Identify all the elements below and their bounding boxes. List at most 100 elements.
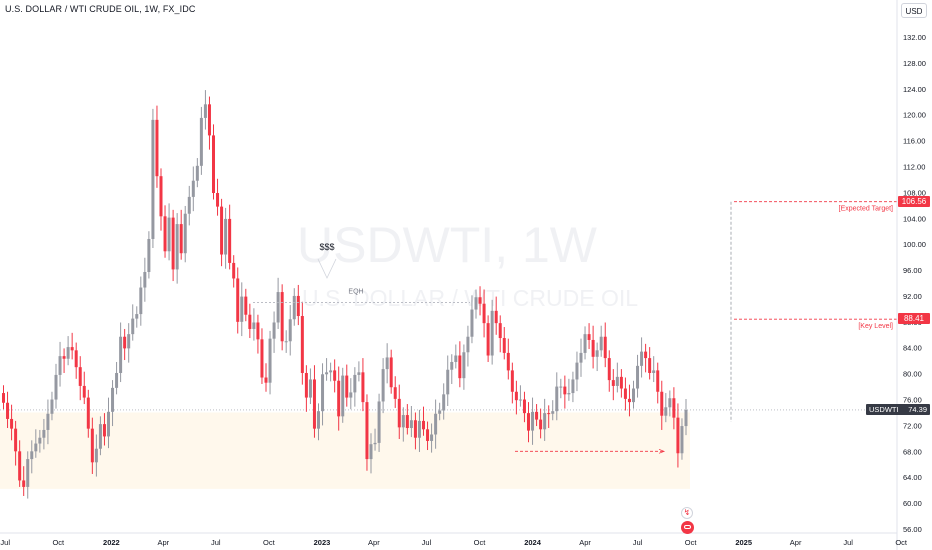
candle-body [482, 303, 486, 324]
time-tick-label: Jul [633, 538, 643, 547]
demand-zone [0, 412, 690, 489]
candle-body [684, 409, 688, 427]
candle-body [426, 429, 430, 441]
candle-body [389, 357, 393, 388]
candle-body [143, 271, 147, 288]
candle-body [680, 426, 684, 454]
candle-body [179, 224, 183, 254]
candle-body [38, 437, 42, 444]
candle-body [325, 372, 329, 375]
candle-body [94, 448, 98, 463]
candle-body [458, 355, 462, 379]
candle-body [86, 397, 90, 429]
candle-body [82, 385, 86, 398]
candle-body [531, 411, 535, 431]
price-tick-label: 116.00 [903, 137, 925, 146]
price-tick-label: 120.00 [903, 111, 926, 120]
candle-body [385, 357, 389, 370]
candle-body [522, 399, 526, 414]
time-tick-label: Jul [0, 538, 10, 547]
candle-body [22, 480, 26, 487]
candle-body [393, 387, 397, 399]
candle-body [199, 117, 203, 166]
price-tick-label: 68.00 [903, 447, 922, 456]
time-tick-label: Apr [368, 538, 380, 547]
candle-body [567, 393, 571, 395]
candle-body [599, 336, 603, 351]
candle-body [462, 352, 466, 379]
candle-body [611, 380, 615, 386]
candle-body [474, 297, 478, 310]
candle-body [454, 355, 458, 362]
candle-body [268, 338, 272, 383]
candle-body [514, 391, 518, 401]
key-level-price-badge: 88.41 [898, 313, 930, 324]
candle-body [442, 394, 446, 411]
candle-body [543, 413, 547, 430]
candle-body [603, 336, 607, 359]
candle-body [102, 424, 106, 437]
candle-body [212, 135, 215, 194]
candle-body [349, 392, 353, 398]
candle-body [119, 336, 123, 373]
time-tick-label: Oct [263, 538, 276, 547]
price-tick-label: 96.00 [903, 266, 922, 275]
candle-body [220, 206, 224, 255]
last-price-badge: USDWTI 74.39 [866, 404, 930, 415]
candle-body [151, 119, 155, 239]
candle-body [627, 398, 631, 403]
candle-body [632, 388, 635, 403]
events-icon[interactable] [681, 521, 694, 534]
currency-button[interactable]: USD [901, 3, 927, 18]
last-price-symbol: USDWTI [869, 405, 899, 414]
candle-body [353, 374, 357, 393]
candle-body [183, 213, 187, 254]
candle-body [591, 339, 595, 357]
candle-body [446, 369, 450, 395]
candle-body [280, 292, 284, 342]
candle-body [373, 442, 377, 445]
flash-icon[interactable]: ↯ [681, 507, 693, 519]
candle-body [207, 104, 211, 136]
candle-body [494, 310, 498, 324]
candle-body [46, 413, 50, 430]
candle-body [405, 415, 409, 429]
candle-body [559, 386, 563, 388]
candle-body [240, 296, 244, 322]
candle-body [300, 316, 304, 373]
last-price-value: 74.39 [908, 405, 927, 414]
candle-body [123, 336, 127, 349]
key-level-label: [Key Level] [858, 323, 893, 330]
candle-body [34, 443, 38, 452]
candle-body [58, 356, 62, 375]
candle-body [551, 411, 555, 414]
candle-body [317, 411, 320, 429]
candle-body [575, 362, 579, 380]
price-tick-label: 132.00 [903, 33, 926, 42]
candle-body [357, 372, 361, 375]
candle-body [636, 365, 640, 389]
candle-body [50, 399, 54, 414]
candle-body [623, 388, 627, 399]
time-tick-label: 2024 [524, 538, 542, 547]
candle-body [272, 322, 276, 339]
candle-body [345, 375, 349, 398]
expected-target-price-badge: 106.56 [898, 196, 930, 207]
candle-body [470, 309, 474, 337]
candle-body [466, 336, 470, 353]
candle-body [409, 420, 413, 429]
candle-body [98, 424, 102, 449]
candle-body [244, 296, 248, 315]
candle-body [527, 413, 530, 431]
candle-body [619, 376, 623, 389]
candle-body [135, 314, 139, 319]
price-tick-label: 84.00 [903, 344, 922, 353]
candle-body [615, 376, 619, 386]
expected-target-label: [Expected Target] [839, 206, 893, 213]
liquidity-low-arrow [658, 448, 666, 454]
candle-body [10, 418, 14, 429]
watermark-symbol: USDWTI, 1W [297, 217, 598, 273]
time-tick-label: Apr [579, 538, 591, 547]
candle-body [660, 391, 664, 416]
